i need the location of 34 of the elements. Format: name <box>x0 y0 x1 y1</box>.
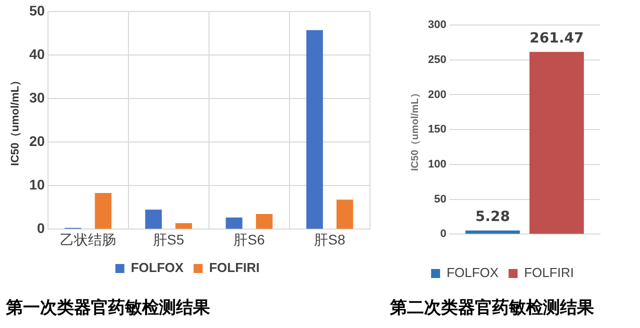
bar <box>175 223 192 229</box>
y-tick-label: 50 <box>29 2 45 18</box>
y-tick-label: 40 <box>29 46 45 62</box>
data-label: 5.28 <box>475 209 510 226</box>
y-tick-label: 30 <box>29 89 45 106</box>
bar <box>145 210 162 229</box>
y-tick-label: 200 <box>428 88 446 101</box>
legend-label: FOLFIRI <box>209 260 260 276</box>
legend-label: FOLFOX <box>446 265 499 280</box>
y-tick-label: 10 <box>29 176 45 192</box>
y-tick-label: 300 <box>428 19 446 32</box>
text: 第二次类器官药敏检测结果 <box>390 297 594 319</box>
x-tick-label: 乙状结肠 <box>60 231 116 248</box>
y-tick-label: 250 <box>428 54 446 66</box>
x-tick-label: 肝S8 <box>314 231 346 248</box>
y-tick-label: 20 <box>29 132 45 149</box>
data-label: 261.47 <box>530 30 584 47</box>
y-tick-label: 150 <box>428 124 446 136</box>
y-axis-title: IC50（umol/mL） <box>410 88 421 171</box>
bar <box>306 30 323 229</box>
legend-label: FOLFOX <box>130 260 184 276</box>
bar <box>256 214 273 229</box>
bar <box>226 217 242 229</box>
y-tick-label: 0 <box>36 220 45 236</box>
text: 第一次类器官药敏检测结果 <box>6 297 210 319</box>
bar <box>336 200 354 229</box>
y-axis-title: IC50（umol/mL） <box>10 74 22 166</box>
bar <box>94 193 112 229</box>
y-tick-label: 100 <box>428 158 446 170</box>
legend-label: FOLFIRI <box>524 265 574 280</box>
x-tick-label: 肝S5 <box>153 231 184 248</box>
x-tick-label: 肝S6 <box>234 231 265 248</box>
y-tick-label: 50 <box>434 193 446 206</box>
y-tick-label: 0 <box>440 228 446 240</box>
